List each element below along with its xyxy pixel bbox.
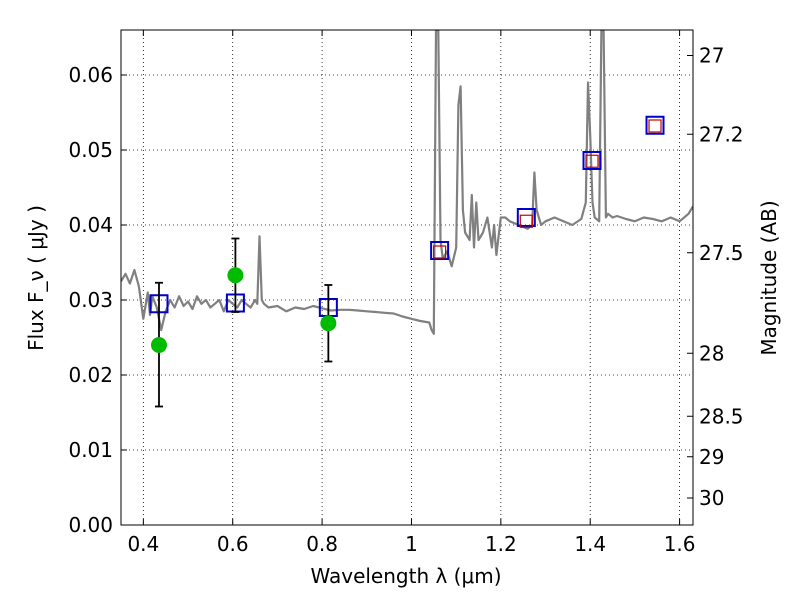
observed-point <box>320 315 337 332</box>
right-tick-label: 29 <box>699 445 724 469</box>
spectrum-line <box>121 30 693 335</box>
x-tick-label: 0.8 <box>306 532 338 556</box>
right-tick-label: 27 <box>699 44 724 68</box>
right-axis-label: Magnitude (AB) <box>757 200 781 355</box>
x-tick-label: 1.4 <box>574 532 606 556</box>
x-axis-label: Wavelength λ (μm) <box>310 564 501 588</box>
y-tick-label: 0.00 <box>68 513 113 537</box>
y-axis-label: Flux F_ν ( μJy ) <box>24 205 48 351</box>
right-tick-label: 30 <box>699 486 724 510</box>
synthetic-square <box>582 151 602 170</box>
y-tick-label: 0.04 <box>68 213 113 237</box>
y-tick-label: 0.02 <box>68 363 113 387</box>
grid-layer <box>121 30 693 525</box>
y-tick-label: 0.03 <box>68 288 113 312</box>
synthetic-inner-square <box>648 119 662 133</box>
x-tick-label: 1.6 <box>664 532 696 556</box>
synthetic-inner-square <box>519 214 533 228</box>
synthetic-inner-square <box>433 245 447 259</box>
right-tick-label: 28 <box>699 341 724 365</box>
right-tick-label: 27.5 <box>699 241 744 265</box>
y-tick-label: 0.05 <box>68 138 113 162</box>
synthetic-square <box>645 115 665 135</box>
x-tick-label: 0.6 <box>217 532 249 556</box>
x-tick-label: 0.4 <box>127 532 159 556</box>
synthetic-square <box>430 241 450 260</box>
right-tick-label: 28.5 <box>699 404 744 428</box>
spectrum-layer <box>121 30 693 335</box>
right-tick-label: 27.2 <box>699 122 744 146</box>
ticks-layer: 0.4 0.6 0.8 1 1.2 1.4 1.6 0.00 0.01 0.02 0.03 0.04 0… <box>68 30 744 556</box>
markers-layer <box>149 115 665 408</box>
x-tick-label: 1.2 <box>485 532 517 556</box>
plot-frame <box>120 29 694 526</box>
observed-point <box>150 337 167 353</box>
observed-point <box>227 267 244 284</box>
y-tick-label: 0.06 <box>68 63 113 87</box>
x-tick-label: 1 <box>405 532 418 556</box>
synthetic-inner-square <box>585 154 599 168</box>
synthetic-square <box>516 208 536 227</box>
y-tick-label: 0.01 <box>68 438 113 462</box>
